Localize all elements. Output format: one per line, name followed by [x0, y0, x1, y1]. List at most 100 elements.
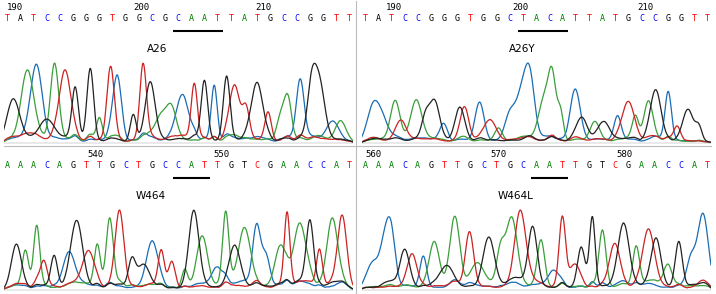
Text: C: C	[402, 161, 407, 170]
Text: 190: 190	[386, 3, 402, 12]
Text: 540: 540	[87, 150, 104, 159]
Text: T: T	[347, 161, 352, 170]
Text: T: T	[97, 161, 102, 170]
Text: 580: 580	[616, 150, 633, 159]
Text: A: A	[31, 161, 36, 170]
Text: G: G	[321, 14, 326, 23]
Text: G: G	[84, 14, 89, 23]
Text: C: C	[176, 14, 180, 23]
Text: T: T	[241, 161, 246, 170]
Text: A: A	[294, 161, 299, 170]
Text: A: A	[281, 161, 286, 170]
Text: C: C	[402, 14, 407, 23]
Text: 560: 560	[365, 150, 381, 159]
Text: C: C	[481, 161, 486, 170]
Text: T: T	[692, 14, 697, 23]
Text: 210: 210	[638, 3, 654, 12]
Text: A: A	[241, 14, 246, 23]
Text: T: T	[228, 14, 233, 23]
Text: C: C	[176, 161, 180, 170]
Text: 210: 210	[255, 3, 271, 12]
Text: A: A	[202, 14, 207, 23]
Text: T: T	[202, 161, 207, 170]
Text: G: G	[455, 14, 460, 23]
Text: 190: 190	[7, 3, 23, 12]
Text: W464L: W464L	[498, 191, 533, 201]
Text: T: T	[705, 14, 710, 23]
Text: T: T	[705, 161, 710, 170]
Text: C: C	[44, 161, 49, 170]
Text: T: T	[389, 14, 394, 23]
Text: G: G	[508, 161, 513, 170]
Text: W464: W464	[135, 191, 165, 201]
Text: T: T	[455, 161, 460, 170]
Text: C: C	[521, 161, 526, 170]
Text: T: T	[216, 161, 221, 170]
Text: A: A	[57, 161, 62, 170]
Text: G: G	[428, 161, 433, 170]
Text: G: G	[268, 14, 273, 23]
Text: T: T	[442, 161, 447, 170]
Text: A: A	[376, 14, 381, 23]
Text: A26: A26	[147, 44, 168, 54]
Text: 200: 200	[133, 3, 149, 12]
Text: A: A	[189, 14, 194, 23]
Text: C: C	[281, 14, 286, 23]
Text: G: G	[307, 14, 312, 23]
Text: T: T	[84, 161, 89, 170]
Text: A: A	[692, 161, 697, 170]
Text: C: C	[307, 161, 312, 170]
Text: G: G	[481, 14, 486, 23]
Text: C: C	[294, 14, 299, 23]
Text: 200: 200	[512, 3, 528, 12]
Text: T: T	[494, 161, 499, 170]
Text: C: C	[639, 14, 644, 23]
Text: T: T	[136, 161, 141, 170]
Text: C: C	[652, 14, 657, 23]
Text: G: G	[626, 14, 631, 23]
Text: C: C	[665, 161, 670, 170]
Text: C: C	[508, 14, 513, 23]
Text: T: T	[574, 14, 579, 23]
Text: C: C	[57, 14, 62, 23]
Text: T: T	[560, 161, 565, 170]
Text: G: G	[586, 161, 591, 170]
Text: G: G	[123, 14, 128, 23]
Text: 550: 550	[213, 150, 229, 159]
Text: A: A	[362, 161, 367, 170]
Text: 570: 570	[491, 150, 507, 159]
Text: A: A	[189, 161, 194, 170]
Text: A: A	[334, 161, 339, 170]
Text: A26Y: A26Y	[509, 44, 536, 54]
Text: A: A	[599, 14, 604, 23]
Text: C: C	[321, 161, 326, 170]
Text: G: G	[626, 161, 631, 170]
Text: C: C	[613, 161, 618, 170]
Text: T: T	[4, 14, 9, 23]
Text: C: C	[163, 161, 168, 170]
Text: G: G	[150, 161, 155, 170]
Text: T: T	[468, 14, 473, 23]
Text: A: A	[560, 14, 565, 23]
Text: T: T	[613, 14, 618, 23]
Text: A: A	[389, 161, 394, 170]
Text: G: G	[97, 14, 102, 23]
Text: G: G	[136, 14, 141, 23]
Text: T: T	[216, 14, 221, 23]
Text: G: G	[494, 14, 499, 23]
Text: A: A	[415, 161, 420, 170]
Text: T: T	[599, 161, 604, 170]
Text: T: T	[31, 14, 36, 23]
Text: A: A	[18, 14, 23, 23]
Text: A: A	[534, 161, 538, 170]
Text: T: T	[255, 14, 260, 23]
Text: G: G	[70, 161, 75, 170]
Text: A: A	[18, 161, 23, 170]
Text: C: C	[255, 161, 260, 170]
Text: G: G	[679, 14, 684, 23]
Text: T: T	[574, 161, 579, 170]
Text: T: T	[110, 14, 115, 23]
Text: T: T	[521, 14, 526, 23]
Text: G: G	[110, 161, 115, 170]
Text: A: A	[652, 161, 657, 170]
